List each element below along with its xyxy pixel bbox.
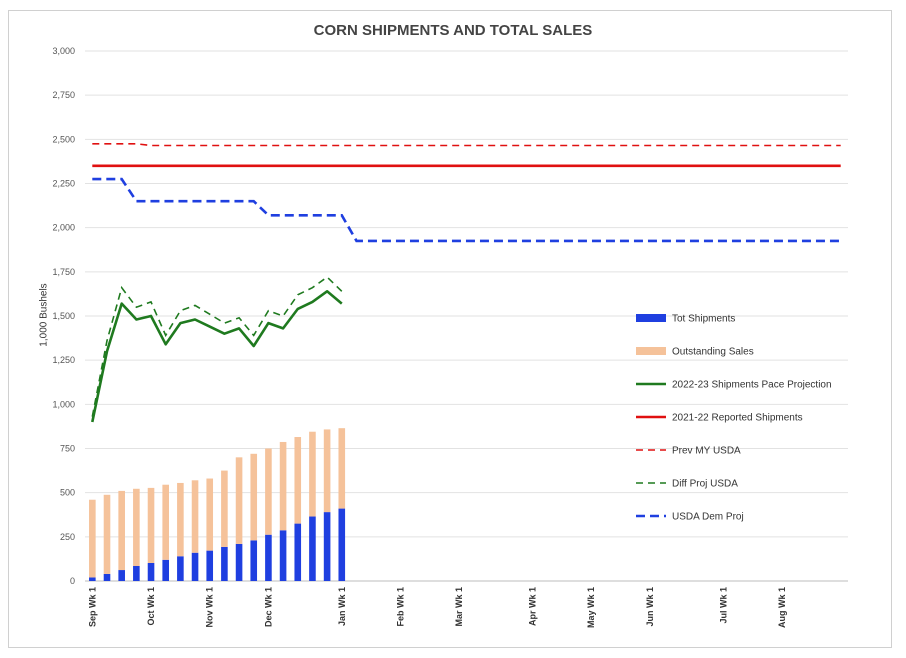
x-tick-label: May Wk 1	[586, 587, 596, 628]
bar-outstanding-sales	[294, 437, 302, 524]
bar-tot-shipments	[265, 534, 272, 581]
y-tick-label: 3,000	[52, 46, 75, 56]
bar-tot-shipments	[118, 570, 125, 581]
bar-outstanding-sales	[103, 494, 111, 574]
x-tick-label: Dec Wk 1	[263, 587, 273, 627]
bar-outstanding-sales	[323, 429, 331, 513]
legend-label: Diff Proj USDA	[672, 479, 738, 490]
line-usda-dem-proj	[92, 177, 841, 243]
bar-outstanding-sales	[221, 470, 228, 547]
x-tick-label: Jan Wk 1	[337, 587, 347, 626]
x-tick-label: Apr Wk 1	[528, 587, 538, 626]
bar-tot-shipments	[338, 508, 346, 581]
legend-label: Tot Shipments	[672, 314, 735, 325]
bar-series	[89, 428, 346, 581]
bar-outstanding-sales	[118, 490, 125, 571]
bar-tot-shipments	[191, 552, 199, 581]
legend-label: Outstanding Sales	[672, 347, 754, 358]
y-tick-labels: 0 250 500 750 1,000 1,250 1,500 1,750 2,000 2,250…	[52, 46, 75, 586]
x-tick-label: Jun Wk 1	[645, 587, 655, 627]
bar-tot-shipments	[221, 546, 228, 581]
x-tick-label: Nov Wk 1	[205, 587, 215, 628]
legend: Tot Shipments Outstanding Sales 2022-23 Sh…	[636, 314, 832, 523]
line-2022-23-shipments-pace-projection	[91, 290, 343, 423]
x-tick-label: Jul Wk 1	[718, 587, 728, 624]
x-tick-label: Sep Wk 1	[87, 587, 97, 627]
y-tick-label: 2,500	[52, 134, 75, 144]
bar-tot-shipments	[250, 540, 258, 581]
bar-outstanding-sales	[250, 453, 258, 541]
x-tick-label: Feb Wk 1	[395, 587, 405, 627]
bar-tot-shipments	[89, 577, 96, 581]
y-tick-label: 250	[60, 532, 75, 542]
bar-tot-shipments	[147, 562, 155, 581]
bar-outstanding-sales	[279, 441, 287, 531]
x-tick-label: Oct Wk 1	[146, 587, 156, 626]
y-tick-label: 0	[70, 576, 75, 586]
bar-outstanding-sales	[265, 448, 272, 535]
bar-outstanding-sales	[191, 480, 199, 553]
bar-outstanding-sales	[89, 499, 96, 578]
line-diff-proj-usda	[91, 276, 343, 417]
bar-tot-shipments	[294, 523, 302, 581]
bar-outstanding-sales	[133, 488, 140, 566]
bar-tot-shipments	[279, 530, 287, 581]
bar-outstanding-sales	[338, 428, 346, 509]
bar-tot-shipments	[206, 550, 214, 581]
y-tick-label: 2,250	[52, 179, 75, 189]
y-tick-label: 2,000	[52, 223, 75, 233]
legend-label: USDA Dem Proj	[672, 512, 744, 523]
line-prev-my-usda	[92, 143, 841, 147]
x-tick-label: Mar Wk 1	[454, 587, 464, 627]
bar-tot-shipments	[103, 573, 111, 581]
bar-outstanding-sales	[177, 482, 184, 557]
y-tick-label: 1,500	[52, 311, 75, 321]
chart-title: CORN SHIPMENTS AND TOTAL SALES	[313, 22, 593, 39]
legend-label: 2021-22 Reported Shipments	[672, 413, 803, 424]
chart-frame	[8, 10, 892, 648]
legend-swatch	[636, 314, 666, 322]
bar-tot-shipments	[323, 512, 331, 581]
bar-tot-shipments	[235, 543, 243, 581]
bar-tot-shipments	[162, 559, 170, 581]
bar-tot-shipments	[133, 565, 140, 581]
bar-outstanding-sales	[147, 487, 155, 563]
y-tick-label: 1,250	[52, 355, 75, 365]
bar-tot-shipments	[177, 556, 184, 581]
legend-label: 2022-23 Shipments Pace Projection	[672, 380, 832, 391]
bar-tot-shipments	[309, 516, 316, 581]
bar-outstanding-sales	[235, 457, 243, 544]
x-tick-labels: Sep Wk 1 Oct Wk 1 Nov Wk 1 Dec Wk 1 Jan Wk 1…	[87, 587, 787, 628]
y-tick-label: 2,750	[52, 90, 75, 100]
line-series	[91, 143, 841, 423]
y-tick-label: 1,000	[52, 399, 75, 409]
y-tick-label: 750	[60, 444, 75, 454]
bar-outstanding-sales	[309, 431, 316, 517]
y-tick-label: 500	[60, 488, 75, 498]
y-tick-label: 1,750	[52, 267, 75, 277]
bar-outstanding-sales	[206, 478, 214, 551]
legend-swatch	[636, 347, 666, 355]
gridlines	[85, 50, 848, 582]
legend-label: Prev MY USDA	[672, 446, 741, 457]
x-tick-label: Aug Wk 1	[777, 587, 787, 628]
bar-outstanding-sales	[162, 484, 170, 560]
